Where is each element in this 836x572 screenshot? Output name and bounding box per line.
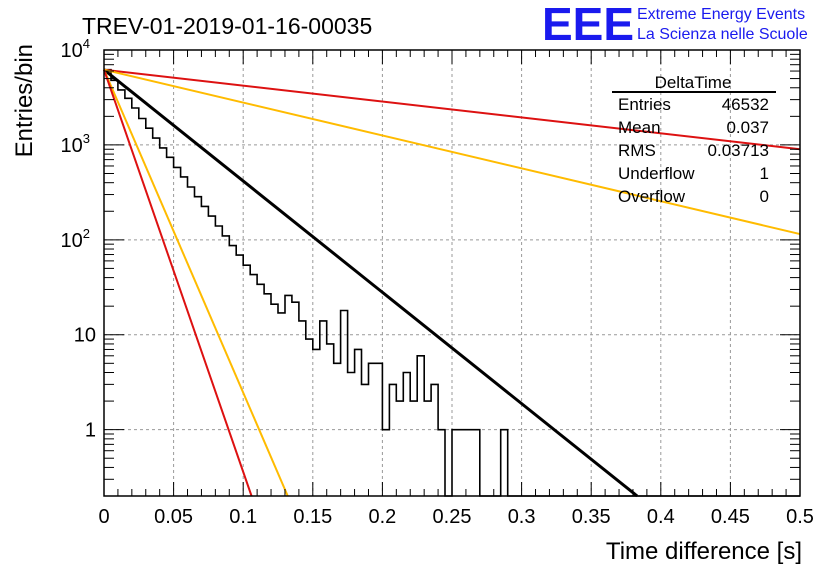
histogram-bin [306, 339, 313, 496]
histogram-bin [285, 295, 292, 496]
x-tick-label: 0.3 [508, 506, 536, 528]
stats-value-underflow: 1 [760, 164, 769, 183]
histogram-bin [250, 275, 257, 496]
x-tick-label: 0.25 [433, 506, 472, 528]
y-axis-label: Entries/bin [11, 44, 38, 157]
x-tick-label: 0.1 [229, 506, 257, 528]
logo-mark: EEE [542, 0, 634, 50]
fit-curve [103, 69, 289, 497]
histogram-bin [382, 430, 389, 496]
histogram-bin [459, 430, 466, 496]
histogram-bin [215, 226, 222, 496]
histogram-bin [181, 177, 188, 496]
histogram-bin [313, 349, 320, 496]
fit-curve [103, 68, 801, 236]
histogram-bin [188, 187, 195, 496]
histogram-bin [473, 430, 480, 496]
histogram-bin [174, 167, 181, 496]
histogram-bin [167, 157, 174, 496]
histogram-bin [410, 401, 417, 496]
x-tick-label: 0.15 [293, 506, 332, 528]
x-tick-label: 0.05 [154, 506, 193, 528]
histogram-bin [320, 321, 327, 496]
histogram-bin [355, 349, 362, 496]
histogram-bin [389, 384, 396, 496]
x-tick-label: 0.4 [647, 506, 675, 528]
stats-label-underflow: Underflow [618, 164, 695, 183]
histogram-outline [104, 68, 800, 497]
x-tick-label: 0.45 [711, 506, 750, 528]
histogram-bin [208, 216, 215, 496]
stats-value-overflow: 0 [760, 187, 769, 206]
y-tick-label: 10 [74, 325, 96, 347]
x-axis-label: Time difference [s] [606, 538, 802, 565]
histogram-bin [125, 98, 132, 496]
stats-label-mean: Mean [618, 118, 661, 137]
histogram-bin [243, 265, 250, 496]
stats-label-overflow: Overflow [618, 187, 686, 206]
histogram-bin [104, 70, 111, 496]
eee-logo: EEE Extreme Energy Events La Scienza nel… [542, 0, 808, 50]
stats-value-mean: 0.037 [726, 118, 769, 137]
y-tick-label: 102 [61, 226, 90, 252]
histogram-bin [264, 294, 271, 496]
fit-curve [103, 69, 253, 497]
histogram-bin [362, 384, 369, 496]
histogram-bin [299, 321, 306, 496]
histogram-bin [348, 373, 355, 496]
histogram-bin [466, 430, 473, 496]
histogram-bin [278, 313, 285, 496]
histogram-bin [438, 430, 445, 496]
stats-title: DeltaTime [655, 73, 732, 92]
y-tick-label: 104 [61, 36, 90, 62]
histogram-bin [257, 284, 264, 496]
stats-box: DeltaTime Entries 46532 Mean 0.037 RMS 0… [612, 73, 776, 206]
histogram-bin [424, 401, 431, 496]
histogram-bin [396, 401, 403, 496]
x-tick-label: 0.5 [786, 506, 814, 528]
x-tick-label: 0.35 [572, 506, 611, 528]
y-tick-label: 1 [85, 420, 96, 442]
histogram-bin [501, 430, 508, 496]
x-tick-label: 0.2 [368, 506, 396, 528]
histogram-bin [341, 311, 348, 496]
fit-curve [103, 68, 801, 151]
histogram-bin [417, 356, 424, 496]
histogram-bin [327, 344, 334, 496]
histogram-bin [292, 302, 299, 496]
stats-label-entries: Entries [618, 95, 671, 114]
logo-line-1: Extreme Energy Events [637, 6, 805, 23]
stats-label-rms: RMS [618, 141, 656, 160]
histogram-bin [146, 128, 153, 496]
histogram-bin [222, 236, 229, 496]
fit-curve [103, 68, 639, 498]
fit-curves [103, 68, 801, 498]
axes: 0 0.05 0.1 0.15 0.2 0.25 0.3 0.35 0.4 0.45 0.51101… [61, 36, 814, 528]
logo-line-2: La Scienza nelle Scuole [637, 26, 808, 43]
histogram-bin [431, 384, 438, 496]
histogram-bin [403, 373, 410, 496]
histogram-bin [118, 90, 125, 496]
histogram-bins [104, 68, 800, 497]
x-tick-label: 0 [98, 506, 109, 528]
histogram-bin [452, 430, 459, 496]
y-tick-label: 103 [61, 131, 90, 157]
stats-value-entries: 46532 [722, 95, 769, 114]
chart-title: TREV-01-2019-01-16-00035 [82, 13, 372, 39]
stats-value-rms: 0.03713 [708, 141, 769, 160]
